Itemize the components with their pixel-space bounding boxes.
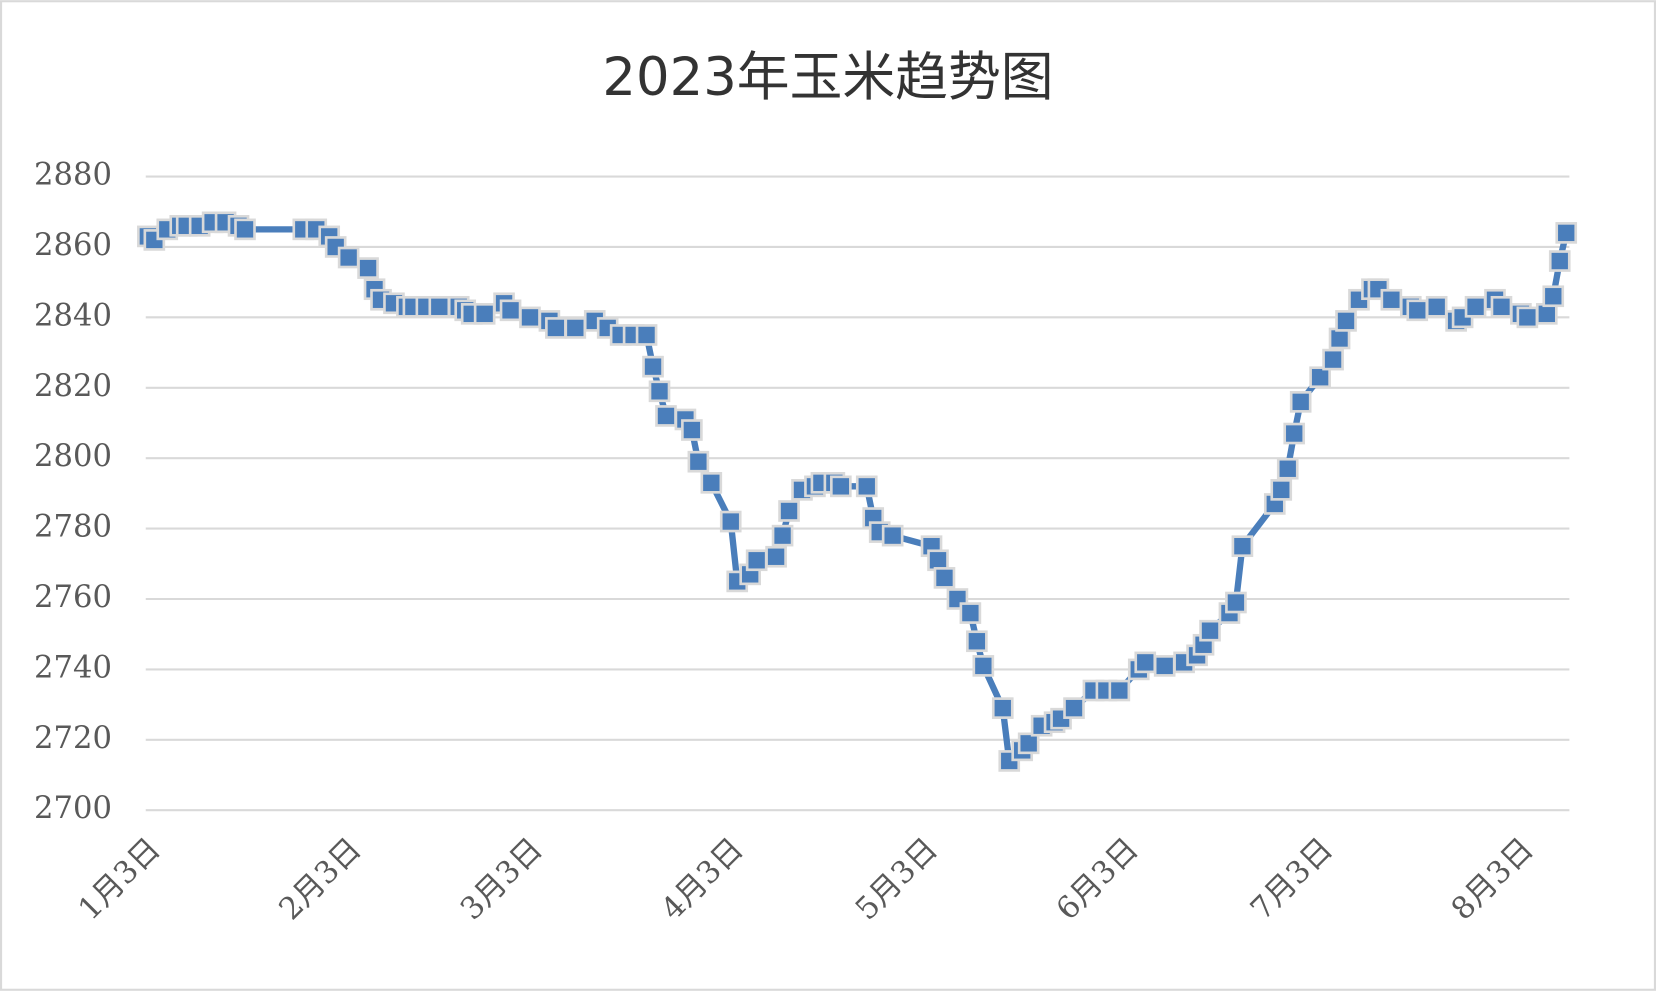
- marker: [1153, 655, 1176, 677]
- marker: [830, 475, 852, 498]
- marker: [1231, 535, 1254, 558]
- marker: [337, 246, 360, 269]
- marker: [1225, 591, 1247, 614]
- y-tick-label: 2880: [34, 158, 112, 193]
- marker: [642, 355, 664, 378]
- y-tick-label: 2820: [34, 369, 112, 404]
- marker: [1322, 348, 1344, 371]
- marker: [1309, 366, 1331, 389]
- marker: [1490, 295, 1513, 318]
- marker: [1063, 697, 1085, 719]
- marker: [1406, 299, 1429, 322]
- y-tick-label: 2840: [34, 298, 112, 333]
- marker: [519, 306, 541, 329]
- marker: [1199, 619, 1221, 642]
- marker: [687, 450, 710, 473]
- marker: [473, 303, 496, 325]
- marker: [927, 549, 949, 572]
- y-tick-label: 2760: [34, 580, 112, 615]
- marker: [428, 295, 451, 318]
- marker: [681, 419, 703, 441]
- y-tick-label: 2740: [34, 650, 112, 685]
- marker: [1270, 479, 1293, 501]
- y-tick-label: 2780: [34, 510, 112, 545]
- marker: [1380, 288, 1403, 311]
- marker: [972, 655, 995, 677]
- marker: [991, 697, 1014, 719]
- marker: [966, 630, 988, 653]
- chart-title: 2023年玉米趋势图: [602, 47, 1053, 108]
- marker: [765, 545, 787, 568]
- marker: [648, 380, 671, 403]
- marker: [1335, 310, 1357, 332]
- marker: [545, 317, 567, 339]
- marker: [700, 472, 723, 494]
- marker: [1555, 222, 1578, 244]
- y-tick-label: 2800: [34, 439, 112, 474]
- marker: [1548, 250, 1571, 272]
- marker: [1283, 422, 1306, 445]
- y-tick-label: 2860: [34, 228, 112, 263]
- marker: [1425, 295, 1448, 318]
- marker: [655, 405, 677, 427]
- marker: [635, 324, 658, 346]
- marker: [564, 317, 587, 339]
- marker: [855, 475, 878, 498]
- marker: [1542, 285, 1565, 308]
- marker: [1328, 327, 1351, 350]
- marker: [959, 602, 982, 624]
- marker: [1289, 391, 1312, 413]
- marker: [1535, 303, 1558, 325]
- plot: [137, 211, 1578, 772]
- y-tick-label: 2700: [34, 791, 112, 826]
- marker: [234, 218, 256, 241]
- marker: [778, 500, 800, 522]
- marker: [1276, 457, 1299, 480]
- marker: [771, 524, 794, 547]
- marker: [499, 299, 522, 322]
- y-tick-label: 2720: [34, 721, 112, 756]
- marker: [1134, 651, 1157, 674]
- marker: [1516, 306, 1539, 329]
- marker: [745, 549, 768, 572]
- marker: [881, 524, 904, 547]
- marker: [1464, 295, 1487, 318]
- marker: [357, 257, 379, 279]
- marker: [1108, 679, 1131, 702]
- marker: [933, 567, 956, 589]
- marker: [719, 510, 742, 533]
- marker: [1017, 732, 1040, 755]
